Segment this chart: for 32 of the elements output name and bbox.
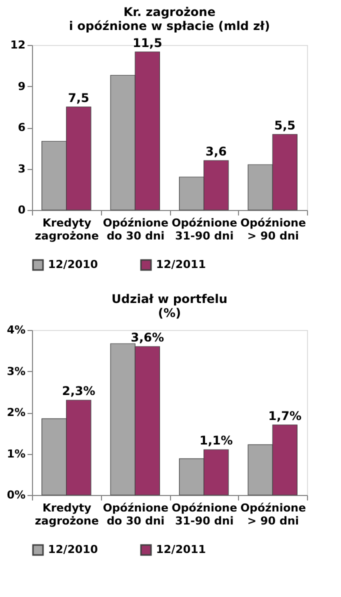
y-tick-label: 12	[10, 38, 26, 52]
x-tick-label: Opóźnione > 90 dni	[240, 216, 306, 242]
y-tick-label: 9	[18, 80, 26, 93]
x-tick-label: Opóźnione 31-90 dni	[172, 216, 238, 242]
y-tick-label: 3%	[6, 364, 26, 378]
data-label: 1,1%	[200, 434, 233, 448]
y-tick-label: 0%	[6, 488, 26, 502]
data-label: 2,3%	[62, 384, 96, 398]
legend-label: 12/2010	[48, 543, 98, 556]
chart-title: Kr. zagrożone i opóźnione w spłacie (mld zł)	[69, 4, 270, 33]
y-tick-label: 1%	[6, 447, 26, 460]
x-tick-label: Opóźnione do 30 dni	[102, 502, 168, 528]
x-tick-label: Kredyty zagrożone	[34, 216, 99, 242]
legend-label: 12/2011	[156, 258, 206, 271]
x-tick-label: Kredyty zagrożone	[34, 502, 99, 528]
chart-title: Udział w portfelu (%)	[112, 292, 228, 320]
data-label: 7,5	[68, 90, 90, 105]
data-label: 1,7%	[268, 408, 302, 423]
legend-label: 12/2011	[156, 543, 206, 556]
x-tick-label: Opóźnione 31-90 dni	[172, 502, 238, 528]
data-label: 3,6	[206, 144, 227, 158]
y-tick-label: 6	[18, 121, 26, 134]
x-tick-label: Opóźnione do 30 dni	[102, 216, 168, 242]
data-label: 5,5	[274, 118, 296, 132]
legend-label: 12/2010	[48, 258, 98, 271]
y-tick-label: 4%	[6, 324, 26, 336]
x-tick-label: Opóźnione > 90 dni	[240, 502, 306, 528]
data-label: 11,5	[132, 36, 162, 50]
y-tick-label: 2%	[6, 406, 26, 419]
data-label: 3,6%	[130, 330, 164, 344]
y-tick-label: 3	[18, 162, 26, 176]
y-tick-label: 0	[18, 204, 26, 216]
